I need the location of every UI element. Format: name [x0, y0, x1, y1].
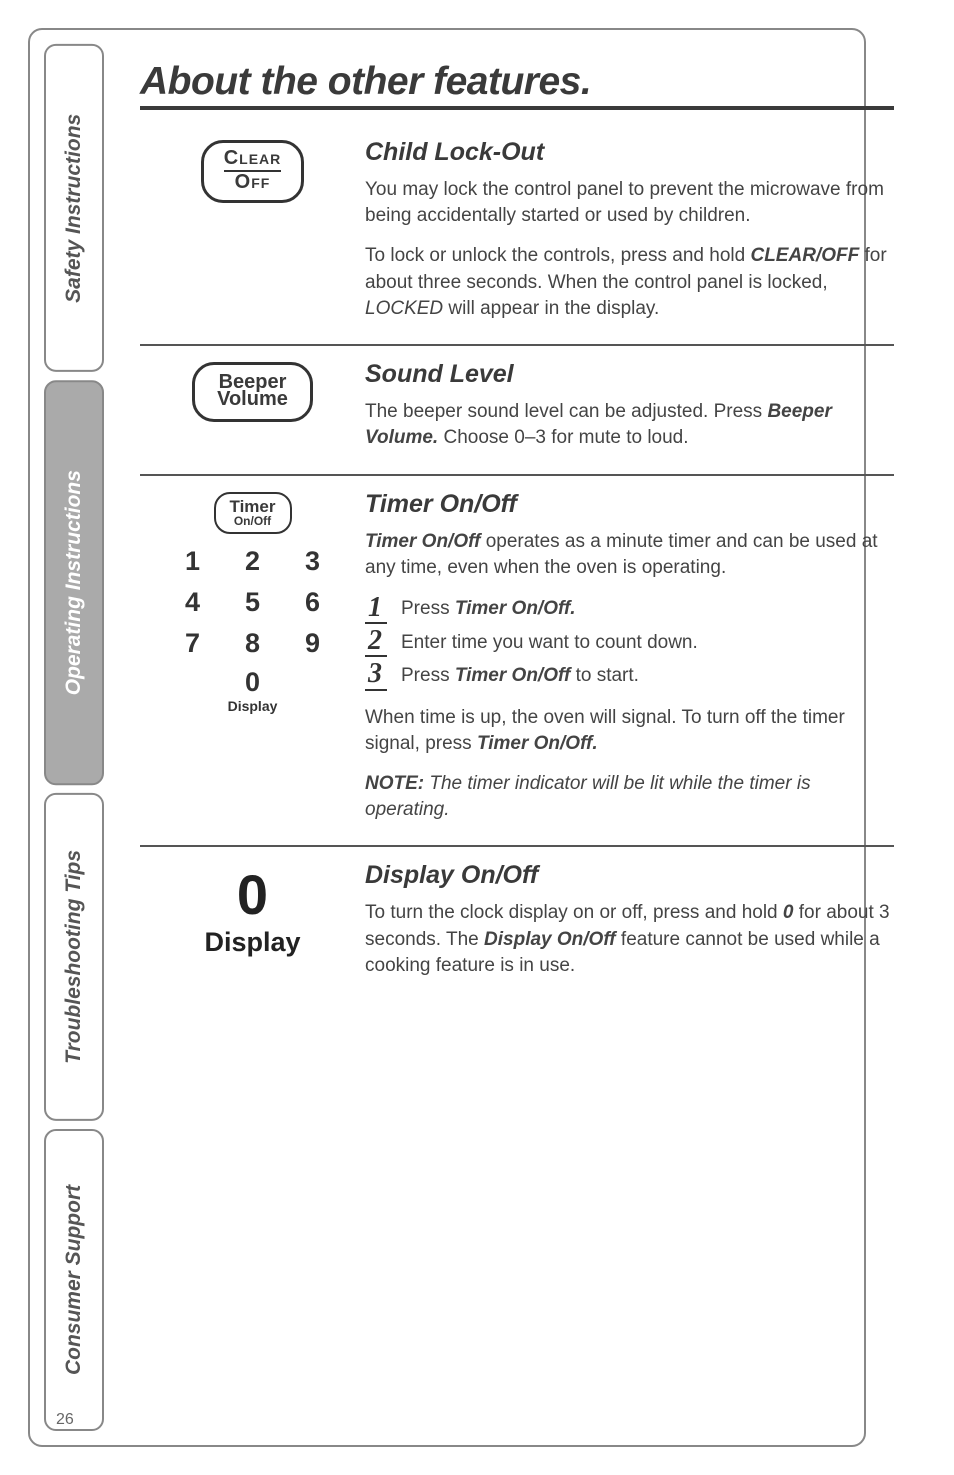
display-label-big: Display [204, 927, 300, 958]
timer-p2: When time is up, the oven will signal. T… [365, 705, 894, 757]
key-5: 5 [234, 587, 272, 618]
timer-note: NOTE: The timer indicator will be lit wh… [365, 771, 894, 823]
key-1: 1 [174, 546, 212, 577]
section-display: 0 Display Display On/Off To turn the clo… [140, 847, 894, 1001]
page-number: 26 [56, 1411, 74, 1429]
key-8: 8 [234, 628, 272, 659]
clear-off-button-icon: Clear Off [201, 140, 305, 203]
key-4: 4 [174, 587, 212, 618]
tab-operating: Operating Instructions [44, 380, 104, 785]
display-heading: Display On/Off [365, 861, 894, 890]
key-7: 7 [174, 628, 212, 659]
section-child-lock: Clear Off Child Lock-Out You may lock th… [140, 124, 894, 346]
display-p1: To turn the clock display on or off, pre… [365, 900, 894, 979]
timer-label: Timer [230, 498, 276, 515]
zero-display-icon: 0 Display [204, 863, 300, 958]
key-6: 6 [294, 587, 332, 618]
timer-heading: Timer On/Off [365, 490, 894, 519]
clear-label: Clear [224, 148, 282, 172]
key-9: 9 [294, 628, 332, 659]
tab-troubleshooting: Troubleshooting Tips [44, 793, 104, 1121]
big-zero: 0 [237, 867, 268, 923]
page-title: About the other features. [140, 60, 894, 110]
step-2-number: 2 [365, 628, 387, 657]
step-2: 2 Enter time you want to count down. [365, 628, 894, 657]
main-content: About the other features. Clear Off Chil… [140, 60, 894, 1001]
child-lock-p2: To lock or unlock the controls, press an… [365, 243, 894, 322]
tab-consumer: Consumer Support [44, 1129, 104, 1431]
section-timer: Timer On/Off 1 2 3 4 5 6 7 8 9 0 Display… [140, 476, 894, 848]
key-0: 0 [245, 667, 260, 698]
key-3: 3 [294, 546, 332, 577]
sound-level-p1: The beeper sound level can be adjusted. … [365, 399, 894, 451]
sound-level-heading: Sound Level [365, 360, 894, 389]
timer-button-icon: Timer On/Off [214, 492, 292, 534]
display-label-small: Display [228, 698, 278, 714]
child-lock-heading: Child Lock-Out [365, 138, 894, 167]
off-label: Off [224, 172, 282, 193]
tab-safety: Safety Instructions [44, 44, 104, 372]
volume-label: Volume [217, 389, 288, 410]
sidebar-tabs: Safety Instructions Operating Instructio… [44, 40, 104, 1435]
keypad-icon: 1 2 3 4 5 6 7 8 9 [174, 546, 332, 659]
section-sound-level: Beeper Volume Sound Level The beeper sou… [140, 346, 894, 475]
onoff-label: On/Off [230, 515, 276, 527]
step-3: 3 Press Timer On/Off to start. [365, 661, 894, 690]
beeper-volume-button-icon: Beeper Volume [192, 362, 313, 422]
step-3-number: 3 [365, 661, 387, 690]
step-1: 1 Press Timer On/Off. [365, 595, 894, 624]
timer-p1: Timer On/Off operates as a minute timer … [365, 529, 894, 581]
step-1-number: 1 [365, 595, 387, 624]
key-2: 2 [234, 546, 272, 577]
child-lock-p1: You may lock the control panel to preven… [365, 177, 894, 229]
